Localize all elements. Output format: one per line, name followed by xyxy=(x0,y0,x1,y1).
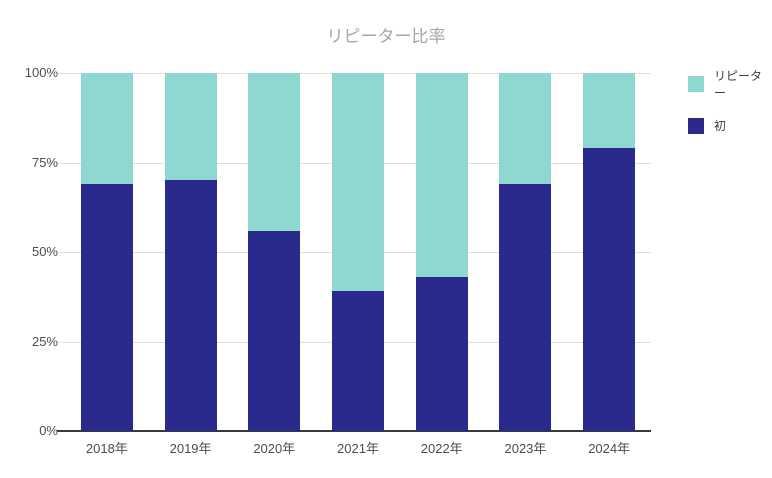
bar-segment-repeater-2023年 xyxy=(499,73,552,184)
bar-slot-2022年 xyxy=(400,73,484,431)
x-axis-label-2020年: 2020年 xyxy=(253,441,296,456)
bar-segment-repeater-2021年 xyxy=(332,73,385,292)
bar-segment-first-time-2020年 xyxy=(248,230,301,431)
y-axis-label-25: 25% xyxy=(31,333,58,349)
bar-segment-repeater-2022年 xyxy=(415,73,468,278)
x-axis-label-2022年: 2022年 xyxy=(420,441,463,456)
bar-segment-first-time-2018年 xyxy=(80,183,133,431)
bar-segment-first-time-2023年 xyxy=(499,183,552,431)
bar-2020年 xyxy=(248,73,301,431)
x-axis-label-2024年: 2024年 xyxy=(588,441,631,456)
x-axis-label-2023年: 2023年 xyxy=(504,441,547,456)
legend-swatch-repeater-icon xyxy=(688,76,704,92)
legend-label-first-time: 初 xyxy=(714,119,727,133)
bar-segment-repeater-2019年 xyxy=(164,73,217,181)
legend-item-first-time[interactable]: 初 xyxy=(688,117,772,134)
bar-slot-2018年 xyxy=(65,73,149,431)
x-axis-label-2021年: 2021年 xyxy=(337,441,379,456)
x-axis-labels: 2018年 2019年 2020年 2021年 2022年 2023年 2024年 xyxy=(65,438,651,457)
bar-segment-repeater-2024年 xyxy=(583,73,636,149)
chart-legend: リピーター 初 xyxy=(688,67,772,134)
bar-2024年 xyxy=(583,73,636,431)
x-axis-label-2018年: 2018年 xyxy=(85,441,128,456)
y-axis-label-0: 0% xyxy=(39,423,58,438)
bar-slot-2021年 xyxy=(316,73,400,431)
y-axis-label-100: 100% xyxy=(24,65,58,80)
bar-slot-2024年 xyxy=(567,73,651,431)
bar-segment-first-time-2024年 xyxy=(583,148,636,431)
legend-item-repeater[interactable]: リピーター xyxy=(688,67,772,101)
bars-container xyxy=(65,73,651,431)
bar-2019年 xyxy=(164,73,217,431)
bar-segment-first-time-2022年 xyxy=(415,277,468,431)
bar-segment-repeater-2018年 xyxy=(80,73,133,184)
legend-label-repeater: リピーター xyxy=(714,69,763,100)
x-axis-line xyxy=(57,430,651,432)
bar-2021年 xyxy=(332,73,385,431)
bar-segment-first-time-2019年 xyxy=(164,180,217,431)
y-axis-label-50: 50% xyxy=(31,244,58,259)
x-axis-label-2019年: 2019年 xyxy=(169,441,212,456)
plot-area xyxy=(57,73,651,432)
chart-title: リピーター比率 xyxy=(326,27,446,46)
bar-slot-2023年 xyxy=(484,73,568,431)
y-axis-label-75: 75% xyxy=(31,154,58,170)
bar-slot-2019年 xyxy=(149,73,233,431)
bar-slot-2020年 xyxy=(232,73,316,431)
bar-segment-repeater-2020年 xyxy=(248,73,301,231)
bar-2018年 xyxy=(80,73,133,431)
bar-2023年 xyxy=(499,73,552,431)
bar-segment-first-time-2021年 xyxy=(332,291,385,431)
legend-swatch-first-time-icon xyxy=(688,117,704,134)
bar-2022年 xyxy=(415,73,468,431)
